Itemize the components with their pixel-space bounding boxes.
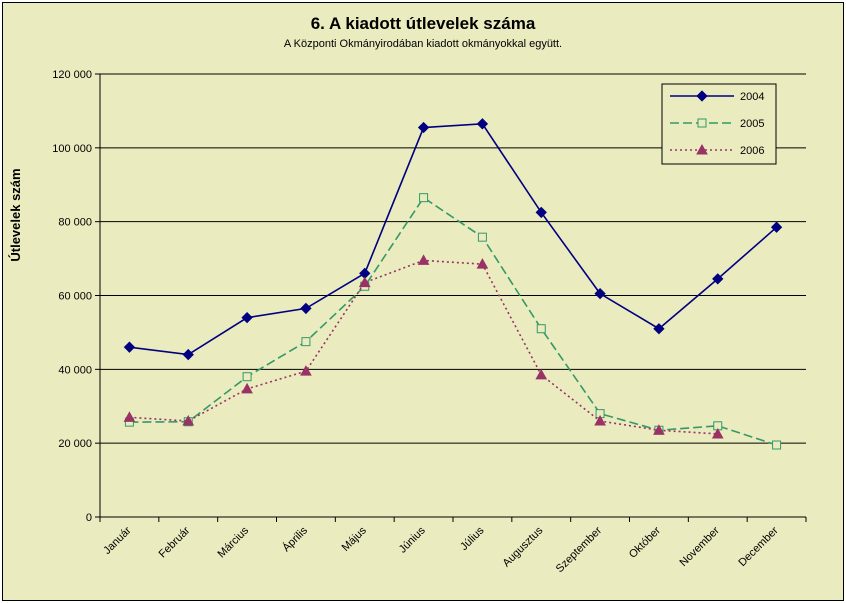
data-point-2004 (653, 323, 665, 335)
series-line-2005 (129, 196, 777, 446)
data-point-2005 (477, 232, 487, 242)
data-point-2004 (359, 267, 371, 280)
y-tick-label: 100 000 (52, 143, 92, 155)
y-tick-label: 60 000 (58, 291, 92, 303)
data-point-2004 (594, 287, 606, 300)
x-tick-label: Január (101, 524, 134, 557)
x-tick-label: Április (280, 524, 311, 555)
y-tick-label: 120 000 (52, 69, 92, 81)
legend-label: 2006 (740, 145, 764, 157)
data-point-2004 (535, 206, 547, 219)
x-tick-label: Május (340, 524, 370, 554)
legend-label: 2004 (740, 91, 764, 103)
data-point-2006 (417, 254, 430, 265)
y-tick-label: 20 000 (58, 438, 92, 450)
data-point-2004 (770, 221, 783, 233)
data-point-2004 (476, 118, 489, 130)
series-line-2004 (129, 123, 778, 356)
data-point-2004 (417, 121, 430, 134)
x-tick-label: November (678, 524, 723, 569)
data-point-2006 (594, 414, 606, 426)
data-point-2004 (182, 348, 194, 361)
data-point-2005 (536, 324, 546, 334)
data-point-2006 (241, 382, 253, 394)
data-point-2006 (123, 411, 136, 422)
data-point-2006 (476, 258, 489, 269)
legend-label: 2005 (740, 118, 764, 130)
data-point-2006 (535, 368, 548, 380)
legend-marker (696, 143, 708, 155)
data-point-2005 (772, 440, 782, 450)
data-point-2004 (241, 311, 253, 324)
data-point-2006 (358, 276, 371, 288)
legend-marker (696, 90, 708, 102)
x-tick-label: Február (157, 524, 193, 560)
legend-marker (697, 118, 707, 128)
x-tick-label: Július (458, 524, 487, 553)
data-point-2006 (300, 365, 312, 376)
data-point-2005 (419, 193, 429, 203)
x-tick-label: December (736, 524, 781, 569)
y-tick-label: 0 (86, 512, 92, 524)
y-tick-label: 80 000 (58, 217, 92, 229)
data-point-2006 (653, 424, 665, 435)
x-tick-label: Március (215, 524, 251, 560)
data-point-2006 (711, 427, 724, 439)
data-point-2006 (182, 414, 195, 426)
chart-subtitle: A Központi Okmányirodában kiadott okmány… (283, 38, 563, 50)
data-point-2005 (301, 337, 311, 347)
x-tick-label: Szeptember (554, 524, 605, 575)
data-point-2004 (123, 341, 136, 353)
x-tick-label: Október (627, 524, 663, 560)
x-tick-label: Augusztus (501, 524, 546, 569)
data-point-2004 (712, 273, 724, 285)
chart-title: 6. A kiadott útlevelek száma (310, 14, 536, 33)
y-tick-label: 40 000 (58, 364, 92, 376)
data-point-2004 (300, 302, 312, 315)
x-tick-label: Június (397, 524, 428, 555)
data-point-2005 (242, 372, 252, 382)
